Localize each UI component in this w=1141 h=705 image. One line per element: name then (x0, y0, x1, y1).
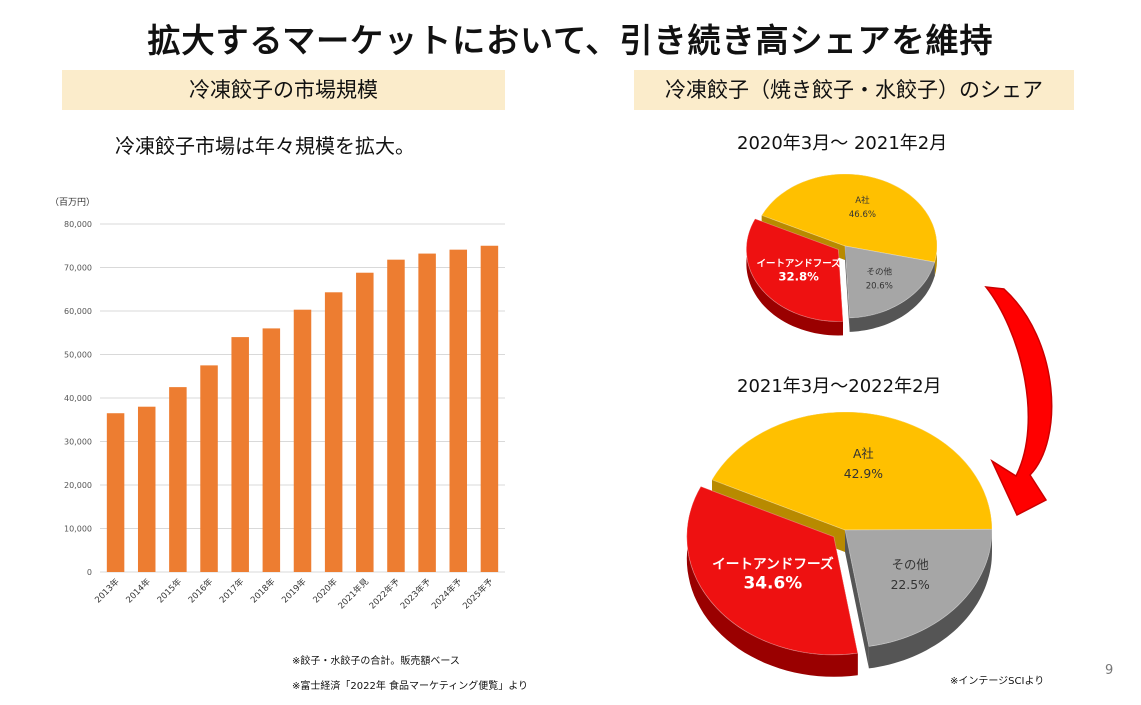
x-tick-label: 2013年 (93, 576, 122, 605)
pie-slice (686, 486, 859, 656)
y-tick-label: 10,000 (64, 525, 92, 534)
x-tick-label: 2021年見 (336, 576, 371, 611)
bar (449, 249, 468, 573)
y-tick-label: 30,000 (64, 438, 92, 447)
y-tick-label: 80,000 (64, 220, 92, 229)
market-subtitle: 冷凍餃子市場は年々規模を拡大。 (115, 134, 415, 158)
pie-slice-name: A社 (853, 446, 874, 461)
page-number: 9 (1105, 663, 1114, 678)
bar (356, 272, 374, 572)
pie-slice (761, 173, 938, 263)
slide-title: 拡大するマーケットにおいて、引き続き高シェアを維持 (147, 21, 994, 60)
pie-slice-value: 46.6% (849, 210, 876, 220)
pie-slice-name: イートアンドフーズ (712, 556, 834, 573)
footnote-scope: ※餃子・水餃子の合計。販売額ベース (292, 656, 460, 667)
y-tick-label: 0 (87, 568, 92, 577)
pie-slice-name: その他 (866, 265, 892, 277)
y-tick-label: 60,000 (64, 307, 92, 316)
x-tick-label: 2024年予 (429, 576, 464, 611)
pie-slice-face (845, 246, 850, 332)
pie-slice-value: 20.6% (866, 281, 893, 291)
x-tick-label: 2017年 (217, 576, 246, 605)
bar (169, 387, 187, 572)
market-size-header: 冷凍餃子の市場規模 (62, 70, 505, 110)
pie-slice (711, 411, 993, 531)
bar (324, 292, 343, 572)
pie-slice (844, 245, 936, 319)
x-tick-label: 2022年予 (367, 576, 402, 611)
x-tick-label: 2014年 (124, 576, 153, 605)
pie-slice-name: イートアンドフーズ (757, 258, 842, 270)
bar (106, 413, 125, 572)
bar (387, 259, 405, 572)
pie-slice-side (686, 486, 858, 677)
bar (418, 253, 436, 572)
pie1-period: 2020年3月～ 2021年2月 (737, 133, 948, 154)
trend-arrow (984, 286, 1053, 517)
y-tick-label: 70,000 (64, 264, 92, 273)
pie-slice-value: 22.5% (891, 578, 930, 592)
bar (137, 406, 156, 572)
share-header: 冷凍餃子（焼き餃子・水餃子）のシェア (634, 70, 1074, 110)
bar (293, 309, 312, 572)
pie-slice-name: その他 (892, 558, 929, 572)
pie-slice-side (868, 529, 992, 669)
x-tick-label: 2019年 (280, 576, 309, 605)
pie-slice-face (845, 530, 869, 669)
bar-unit-label: （百万円） (50, 197, 95, 208)
pie-slice (745, 218, 844, 322)
pie2-period: 2021年3月～2022年2月 (737, 376, 942, 397)
bar (262, 328, 281, 572)
pie-slice-value: 32.8% (778, 270, 819, 284)
x-tick-label: 2018年 (248, 576, 277, 605)
pie-slice-side (746, 218, 843, 336)
x-tick-label: 2023年予 (398, 576, 433, 611)
bar (200, 365, 218, 572)
pie-slice-side (849, 262, 935, 332)
pie-slice-value: 34.6% (744, 573, 803, 593)
bar (231, 337, 249, 572)
bar (480, 245, 499, 572)
footnote-source: ※富士経済「2022年 食品マーケティング便覧」より (292, 681, 529, 692)
pie-slice (844, 528, 993, 647)
pie-slice-value: 42.9% (844, 467, 883, 481)
y-tick-label: 40,000 (64, 394, 92, 403)
y-tick-label: 20,000 (64, 481, 92, 490)
market-bar-chart: （百万円） 0 10,000 20,000 30,000 40,000 50,000 60,… (50, 197, 505, 611)
x-tick-label: 2025年予 (460, 576, 495, 611)
x-tick-label: 2020年 (311, 576, 340, 605)
y-tick-label: 50,000 (64, 351, 92, 360)
x-tick-label: 2015年 (155, 576, 184, 605)
pie-slice-name: A社 (855, 194, 870, 206)
x-tick-label: 2016年 (186, 576, 215, 605)
share-source: ※インテージSCIより (950, 676, 1045, 687)
